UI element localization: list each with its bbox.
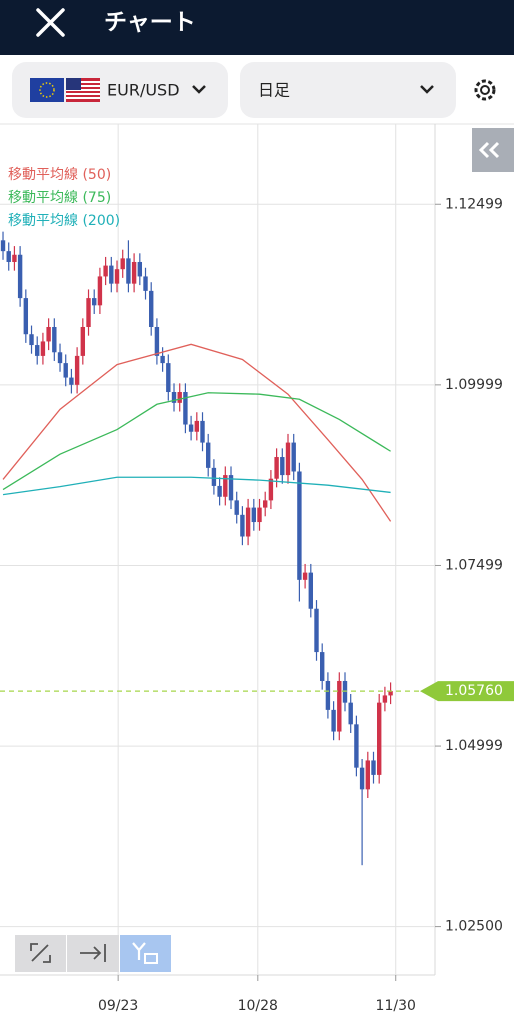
- candle-body: [6, 251, 11, 262]
- moving-average-line: [2, 392, 391, 491]
- current-price-label: 1.05760: [445, 683, 503, 699]
- current-price-tag: [420, 681, 514, 702]
- candle-body: [206, 442, 211, 468]
- candle-body: [211, 467, 217, 486]
- candle-body: [194, 420, 200, 432]
- candle-body: [234, 500, 239, 515]
- candle-body: [57, 352, 63, 364]
- header-title: チャート: [104, 10, 196, 36]
- candle-body: [120, 258, 125, 270]
- candle-body: [342, 680, 348, 703]
- timeframe-selector[interactable]: 日足: [240, 62, 456, 118]
- candle-body: [143, 276, 148, 291]
- candle-body: [257, 507, 262, 523]
- candle-body: [29, 334, 34, 346]
- candle-body: [320, 652, 325, 681]
- candle-body: [166, 363, 171, 393]
- candle-body: [46, 326, 51, 342]
- candle-body: [365, 760, 371, 790]
- candle-body: [63, 363, 68, 378]
- legend-entry: 移動平均線 (75): [8, 190, 111, 206]
- candle-body: [377, 702, 382, 775]
- candle-body: [69, 377, 74, 385]
- candle-body: [80, 326, 86, 356]
- candle-body: [200, 420, 205, 443]
- candle-body: [291, 442, 296, 472]
- candle-body: [114, 269, 120, 284]
- candle-body: [274, 457, 279, 479]
- candle-body: [177, 392, 182, 403]
- candle-body: [131, 261, 137, 284]
- close-button[interactable]: [36, 8, 65, 37]
- candle-body: [348, 702, 353, 725]
- header-bar: [0, 0, 514, 55]
- candle-body: [245, 507, 251, 537]
- candle-body: [331, 709, 336, 732]
- candle-body: [137, 261, 143, 277]
- legend-entry: 移動平均線 (200): [8, 213, 120, 229]
- candle-body: [268, 478, 274, 501]
- candle-body: [103, 265, 108, 277]
- candle-body: [40, 341, 46, 356]
- candle-body: [223, 475, 228, 497]
- candle-body: [314, 608, 319, 653]
- candle-body: [228, 475, 234, 501]
- moving-average-line: [2, 343, 392, 522]
- candle-body: [92, 298, 97, 306]
- candle-body: [263, 500, 268, 508]
- candle-body: [109, 265, 114, 284]
- y-tick-label: 1.12499: [445, 196, 503, 212]
- candle-body: [382, 695, 388, 703]
- y-tick-label: 1.07499: [445, 557, 503, 573]
- candle-body: [183, 392, 188, 425]
- y-tick-label: 1.02500: [445, 919, 503, 935]
- candle-body: [35, 345, 40, 356]
- plot: 1.12499 1.09999 1.07499 1.04999 1.02500 09/23…: [0, 124, 514, 1014]
- candle-body: [240, 514, 245, 537]
- x-tick-label: 09/23: [98, 998, 138, 1014]
- legend-entry: 移動平均線 (50): [8, 167, 111, 183]
- settings-button[interactable]: [474, 79, 496, 101]
- candle-body: [354, 724, 359, 768]
- candle-body: [359, 767, 365, 790]
- candle-body: [74, 355, 80, 385]
- candle-body: [325, 680, 331, 710]
- candle-body: [17, 254, 23, 299]
- candle-body: [97, 276, 103, 306]
- pair-label: EUR/USD: [107, 81, 180, 100]
- bottom-tools: [15, 935, 171, 972]
- candle-body: [280, 457, 285, 476]
- candle-body: [160, 355, 165, 364]
- candle-body: [388, 691, 393, 696]
- candle-body: [285, 442, 291, 476]
- candle-body: [0, 240, 6, 252]
- collapse-button[interactable]: [472, 128, 514, 172]
- candle-body: [171, 392, 177, 403]
- moving-average-line: [2, 476, 391, 496]
- candle-body: [149, 290, 154, 327]
- candle-body: [371, 760, 376, 775]
- candle-body: [251, 507, 257, 523]
- candle-body: [126, 258, 131, 284]
- candle-body: [308, 572, 314, 609]
- candle-body: [297, 471, 302, 580]
- y-tick-label: 1.09999: [445, 377, 503, 393]
- candle-body: [154, 326, 160, 356]
- x-tick-label: 11/30: [376, 998, 416, 1014]
- y-tick-label: 1.04999: [445, 738, 503, 754]
- timeframe-label: 日足: [258, 81, 290, 100]
- candle-body: [52, 326, 57, 353]
- candle-body: [12, 254, 17, 262]
- candle-body: [302, 572, 308, 580]
- candle-body: [188, 424, 194, 432]
- pair-selector[interactable]: EUR/USD: [12, 62, 228, 118]
- candle-body: [23, 298, 29, 335]
- candle-body: [217, 485, 222, 497]
- candle-body: [337, 680, 342, 732]
- x-tick-label: 10/28: [238, 998, 278, 1014]
- candle-body: [86, 298, 91, 327]
